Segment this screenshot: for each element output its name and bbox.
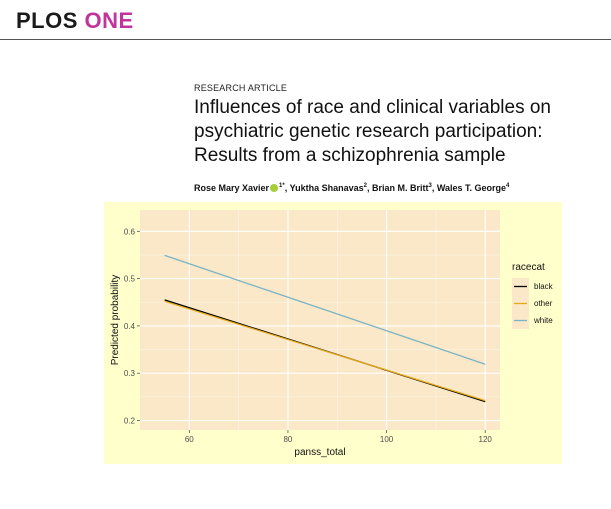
author-affiliation: 2 (363, 183, 367, 189)
series-line-other (164, 300, 486, 402)
title-line: Results from a schizophrenia sample (194, 145, 506, 166)
orcid-icon[interactable] (270, 184, 279, 192)
legend-title: racecat (512, 262, 545, 273)
author-affiliation: 3 (428, 183, 432, 189)
author-name[interactable]: Wales T. George (436, 183, 507, 193)
legend-label-other: other (534, 299, 553, 308)
logo-plos: PLOS (16, 8, 78, 33)
y-tick-label: 0.2 (124, 417, 136, 426)
figure: 60 80 100 120 0.2 0.3 0.4 0.5 0.6 panss_total Pred… (104, 202, 562, 464)
y-tick-label: 0.3 (124, 369, 136, 378)
author-name[interactable]: Brian M. Britt (371, 183, 429, 193)
journal-logo[interactable]: PLOS ONE (16, 8, 134, 34)
x-tick-label: 80 (283, 435, 292, 444)
legend-label-black: black (534, 282, 554, 291)
x-tick-label: 100 (380, 435, 394, 444)
legend-label-white: white (533, 316, 553, 325)
author-affiliation: 1 (279, 183, 283, 189)
x-axis-label: panss_total (294, 447, 345, 458)
series-line-white (164, 254, 486, 365)
y-axis-label: Predicted probability (110, 275, 121, 366)
title-line: Influences of race and clinical variable… (194, 97, 551, 118)
author-name[interactable]: Rose Mary Xavier (194, 183, 270, 193)
author-name[interactable]: Yuktha Shanavas (289, 183, 364, 193)
y-tick-label: 0.6 (124, 227, 136, 236)
plot-panel (140, 210, 500, 430)
logo-one: ONE (84, 8, 134, 33)
title-line: psychiatric genetic research participati… (194, 121, 543, 142)
line-chart: 60 80 100 120 0.2 0.3 0.4 0.5 0.6 panss_total Pred… (104, 202, 562, 464)
header-divider (0, 39, 611, 40)
x-tick-label: 120 (479, 435, 493, 444)
corresponding-mark: * (282, 183, 285, 189)
y-tick-label: 0.4 (124, 322, 136, 331)
article-title: Influences of race and clinical variable… (194, 96, 594, 168)
author-list: Rose Mary Xavier 1*, Yuktha Shanavas2, Br… (194, 183, 510, 193)
author-affiliation: 4 (506, 183, 510, 189)
y-tick-label: 0.5 (124, 275, 136, 284)
x-tick-label: 60 (185, 435, 194, 444)
article-type-label: RESEARCH ARTICLE (194, 83, 288, 93)
